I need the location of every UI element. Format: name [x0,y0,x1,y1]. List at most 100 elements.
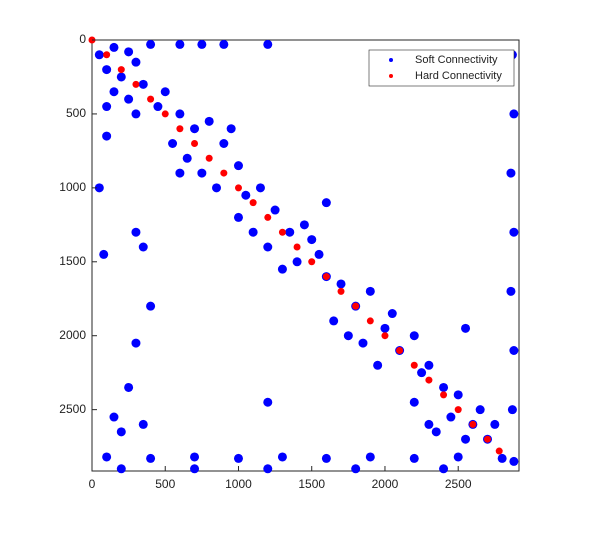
point [293,243,301,251]
point [204,116,214,126]
point [307,235,317,245]
point [308,258,316,266]
point [226,124,236,134]
point [116,72,126,82]
point [219,138,229,148]
point [292,257,302,267]
point [190,464,200,474]
y-tick-label: 500 [66,106,86,120]
point [102,131,112,141]
point [506,168,516,178]
point [190,452,200,462]
legend-marker [389,74,393,78]
x-tick-label: 0 [89,477,96,491]
point [116,464,126,474]
point [270,205,280,215]
point [381,332,389,340]
point [146,301,156,311]
point [176,125,184,133]
point [146,453,156,463]
point [396,346,404,354]
y-tick-label: 1000 [59,180,86,194]
point [161,110,169,118]
x-tick-label: 1000 [225,477,252,491]
point [387,309,397,319]
point [116,427,126,437]
point [263,397,273,407]
point [453,390,463,400]
point [263,39,273,49]
point [220,169,228,177]
point [506,286,516,296]
point [469,420,477,428]
point [365,286,375,296]
point [285,227,295,237]
point [439,382,449,392]
point [380,323,390,333]
point [409,453,419,463]
point [409,331,419,341]
point [321,198,331,208]
y-tick-label: 2000 [59,328,86,342]
x-tick-label: 1500 [298,477,325,491]
point [425,376,433,384]
point [131,338,141,348]
point [160,87,170,97]
point [147,95,155,103]
point [366,317,374,325]
point [410,361,418,369]
point [197,39,207,49]
point [509,345,519,355]
point [146,39,156,49]
point [191,139,199,147]
point [365,452,375,462]
point [175,109,185,119]
point [131,227,141,237]
point [234,184,242,192]
point [124,382,134,392]
point [109,87,119,97]
point [461,323,471,333]
point [358,338,368,348]
point [117,66,125,74]
point [102,102,112,112]
legend-label: Hard Connectivity [415,70,502,82]
point [264,213,272,221]
point [153,102,163,112]
point [475,405,485,415]
point [417,368,427,378]
point [373,360,383,370]
point [446,412,456,422]
point [255,183,265,193]
point [461,434,471,444]
point [131,57,141,67]
x-tick-label: 2000 [372,477,399,491]
point [212,183,222,193]
point [182,153,192,163]
point [277,264,287,274]
point [321,453,331,463]
point [241,190,251,200]
point [109,42,119,52]
point [263,242,273,252]
point [109,412,119,422]
point [440,391,448,399]
point [138,242,148,252]
x-tick-label: 2500 [445,477,472,491]
y-tick-label: 0 [79,32,86,46]
point [277,452,287,462]
point [138,79,148,89]
point [197,168,207,178]
point [352,302,360,310]
point [94,183,104,193]
point [490,419,500,429]
point [233,453,243,463]
point [507,405,517,415]
point [233,161,243,171]
point [102,65,112,75]
x-tick-label: 500 [155,477,175,491]
point [337,287,345,295]
point [168,138,178,148]
point [299,220,309,230]
point [497,453,507,463]
